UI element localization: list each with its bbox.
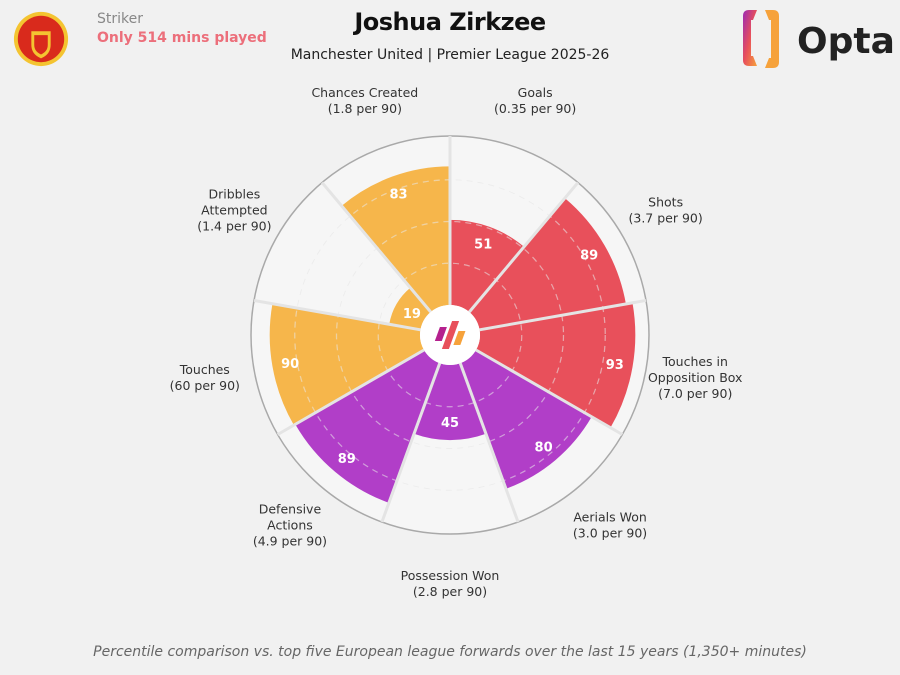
grid-ring-shadow-25 — [377, 262, 523, 408]
category-label: Attempted — [201, 203, 267, 218]
bar-aerials-won — [460, 350, 592, 489]
category-label: Defensive — [259, 502, 322, 517]
category-label: Actions — [267, 518, 313, 533]
spoke — [468, 181, 580, 313]
category-label: Touches — [179, 362, 230, 377]
spoke — [479, 298, 647, 332]
category-sublabel: (0.35 per 90) — [494, 101, 576, 116]
category-sublabel: (1.4 per 90) — [197, 219, 271, 234]
category-sublabel: (7.0 per 90) — [658, 386, 732, 401]
spoke — [458, 362, 520, 523]
category-label: Possession Won — [401, 568, 500, 583]
value-label: 93 — [606, 358, 624, 373]
category-label: Opposition Box — [648, 370, 743, 385]
value-label: 51 — [474, 238, 492, 253]
bar-defensive-actions — [295, 350, 440, 503]
value-label: 89 — [580, 249, 598, 264]
bar-touches-in-opposition-box — [475, 302, 636, 428]
bar-possession-won — [414, 363, 486, 441]
bar-dribbles-attempted — [389, 287, 431, 330]
category-sublabel: (3.0 per 90) — [573, 526, 647, 541]
spoke — [253, 298, 421, 332]
value-label: 89 — [338, 452, 356, 467]
category-sublabel: (4.9 per 90) — [253, 534, 327, 549]
spoke — [276, 348, 425, 436]
value-label: 90 — [281, 357, 299, 372]
opta-mark-icon — [434, 321, 466, 349]
spoke — [475, 348, 624, 436]
value-label: 45 — [441, 416, 459, 431]
opta-logo: Opta — [743, 10, 895, 68]
category-sublabel: (3.7 per 90) — [629, 211, 703, 226]
category-label: Shots — [648, 195, 683, 210]
spoke — [320, 181, 432, 313]
category-label: Touches in — [661, 354, 727, 369]
bar-chances-created — [341, 166, 450, 313]
manchester-united-crest-icon — [13, 11, 69, 67]
player-position: Striker — [97, 11, 143, 27]
category-label: Goals — [518, 85, 553, 100]
category-label: Chances Created — [311, 85, 418, 100]
footnote: Percentile comparison vs. top five Europ… — [93, 644, 807, 660]
bar-goals — [450, 219, 525, 313]
value-label: 83 — [389, 187, 407, 202]
category-sublabel: (1.8 per 90) — [328, 101, 402, 116]
opta-wordmark: Opta — [797, 21, 895, 62]
page-title: Joshua Zirkzee — [354, 8, 546, 36]
category-label: Dribbles — [208, 187, 260, 202]
spoke — [380, 362, 442, 523]
value-label: 19 — [403, 307, 421, 322]
category-label: Aerials Won — [573, 510, 646, 525]
page-subtitle: Manchester United | Premier League 2025-… — [290, 47, 610, 63]
bar-touches — [269, 303, 425, 426]
category-sublabel: (60 per 90) — [170, 378, 240, 393]
value-label: 80 — [535, 441, 553, 456]
bar-shots — [469, 198, 626, 330]
grid-ring-50 — [335, 220, 565, 450]
grid-ring-shadow-50 — [336, 221, 564, 449]
grid-ring-25 — [377, 262, 523, 408]
minutes-note: Only 514 mins played — [97, 30, 267, 46]
category-sublabel: (2.8 per 90) — [413, 584, 487, 599]
